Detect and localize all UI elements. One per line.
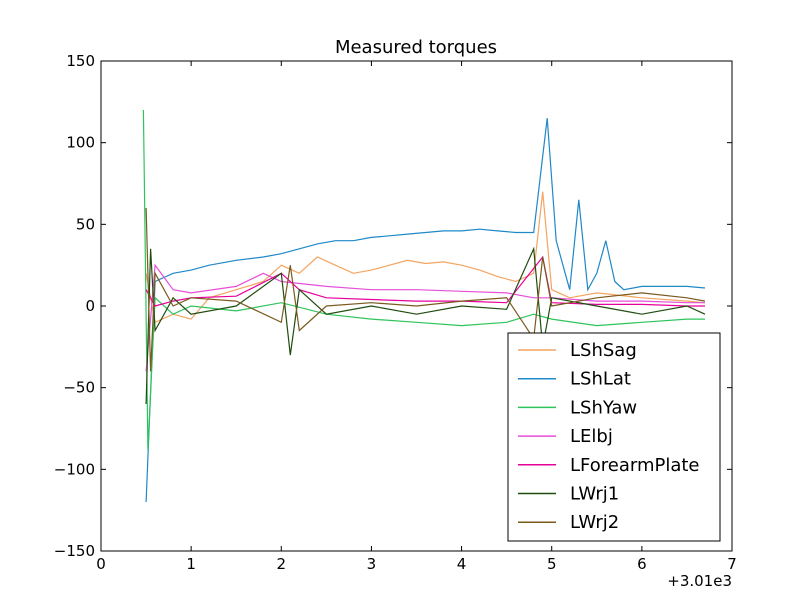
x-tick-label: 3 bbox=[367, 555, 377, 573]
legend-label: LShLat bbox=[570, 369, 631, 390]
x-tick-label: 5 bbox=[547, 555, 557, 573]
x-tick-label: 2 bbox=[277, 555, 287, 573]
x-tick-label: 4 bbox=[457, 555, 467, 573]
legend-label: LWrj1 bbox=[570, 484, 619, 505]
y-tick-label: −100 bbox=[54, 460, 95, 478]
series-line-lelbj bbox=[145, 263, 705, 372]
y-tick-label: 100 bbox=[66, 134, 95, 152]
legend-label: LShSag bbox=[570, 340, 637, 361]
series-line-lforearmplate bbox=[145, 255, 705, 307]
series-line-lshsag bbox=[145, 191, 706, 324]
y-tick-label: 150 bbox=[66, 52, 95, 70]
y-tick-label: −50 bbox=[63, 379, 95, 397]
chart-title: Measured torques bbox=[335, 37, 497, 58]
legend-label: LShYaw bbox=[570, 397, 637, 418]
y-tick-label: −150 bbox=[54, 542, 95, 560]
series-line-lshlat bbox=[145, 118, 706, 503]
legend-label: LElbj bbox=[570, 426, 613, 447]
series-line-lshyaw bbox=[142, 109, 705, 450]
legend-label: LForearmPlate bbox=[570, 455, 700, 476]
legend-box bbox=[507, 332, 721, 542]
x-tick-label: 7 bbox=[727, 555, 737, 573]
x-tick-label: 6 bbox=[637, 555, 647, 573]
axes-layer: 0 1 2 3 4 5 6 7 −150 −100 −50 0 50 100 150 bbox=[54, 52, 737, 573]
legend: LShSag LShLat LShYaw LElbj LForearmPlate LWrj… bbox=[507, 332, 721, 542]
legend-label: LWrj2 bbox=[570, 512, 619, 533]
x-offset-label: +3.01e3 bbox=[667, 572, 732, 590]
y-tick-label: 50 bbox=[76, 215, 95, 233]
series-layer bbox=[142, 109, 706, 503]
x-tick-label: 0 bbox=[96, 555, 106, 573]
x-tick-label: 1 bbox=[186, 555, 196, 573]
series-line-lwrj2 bbox=[145, 207, 706, 372]
y-tick-label: 0 bbox=[85, 297, 95, 315]
